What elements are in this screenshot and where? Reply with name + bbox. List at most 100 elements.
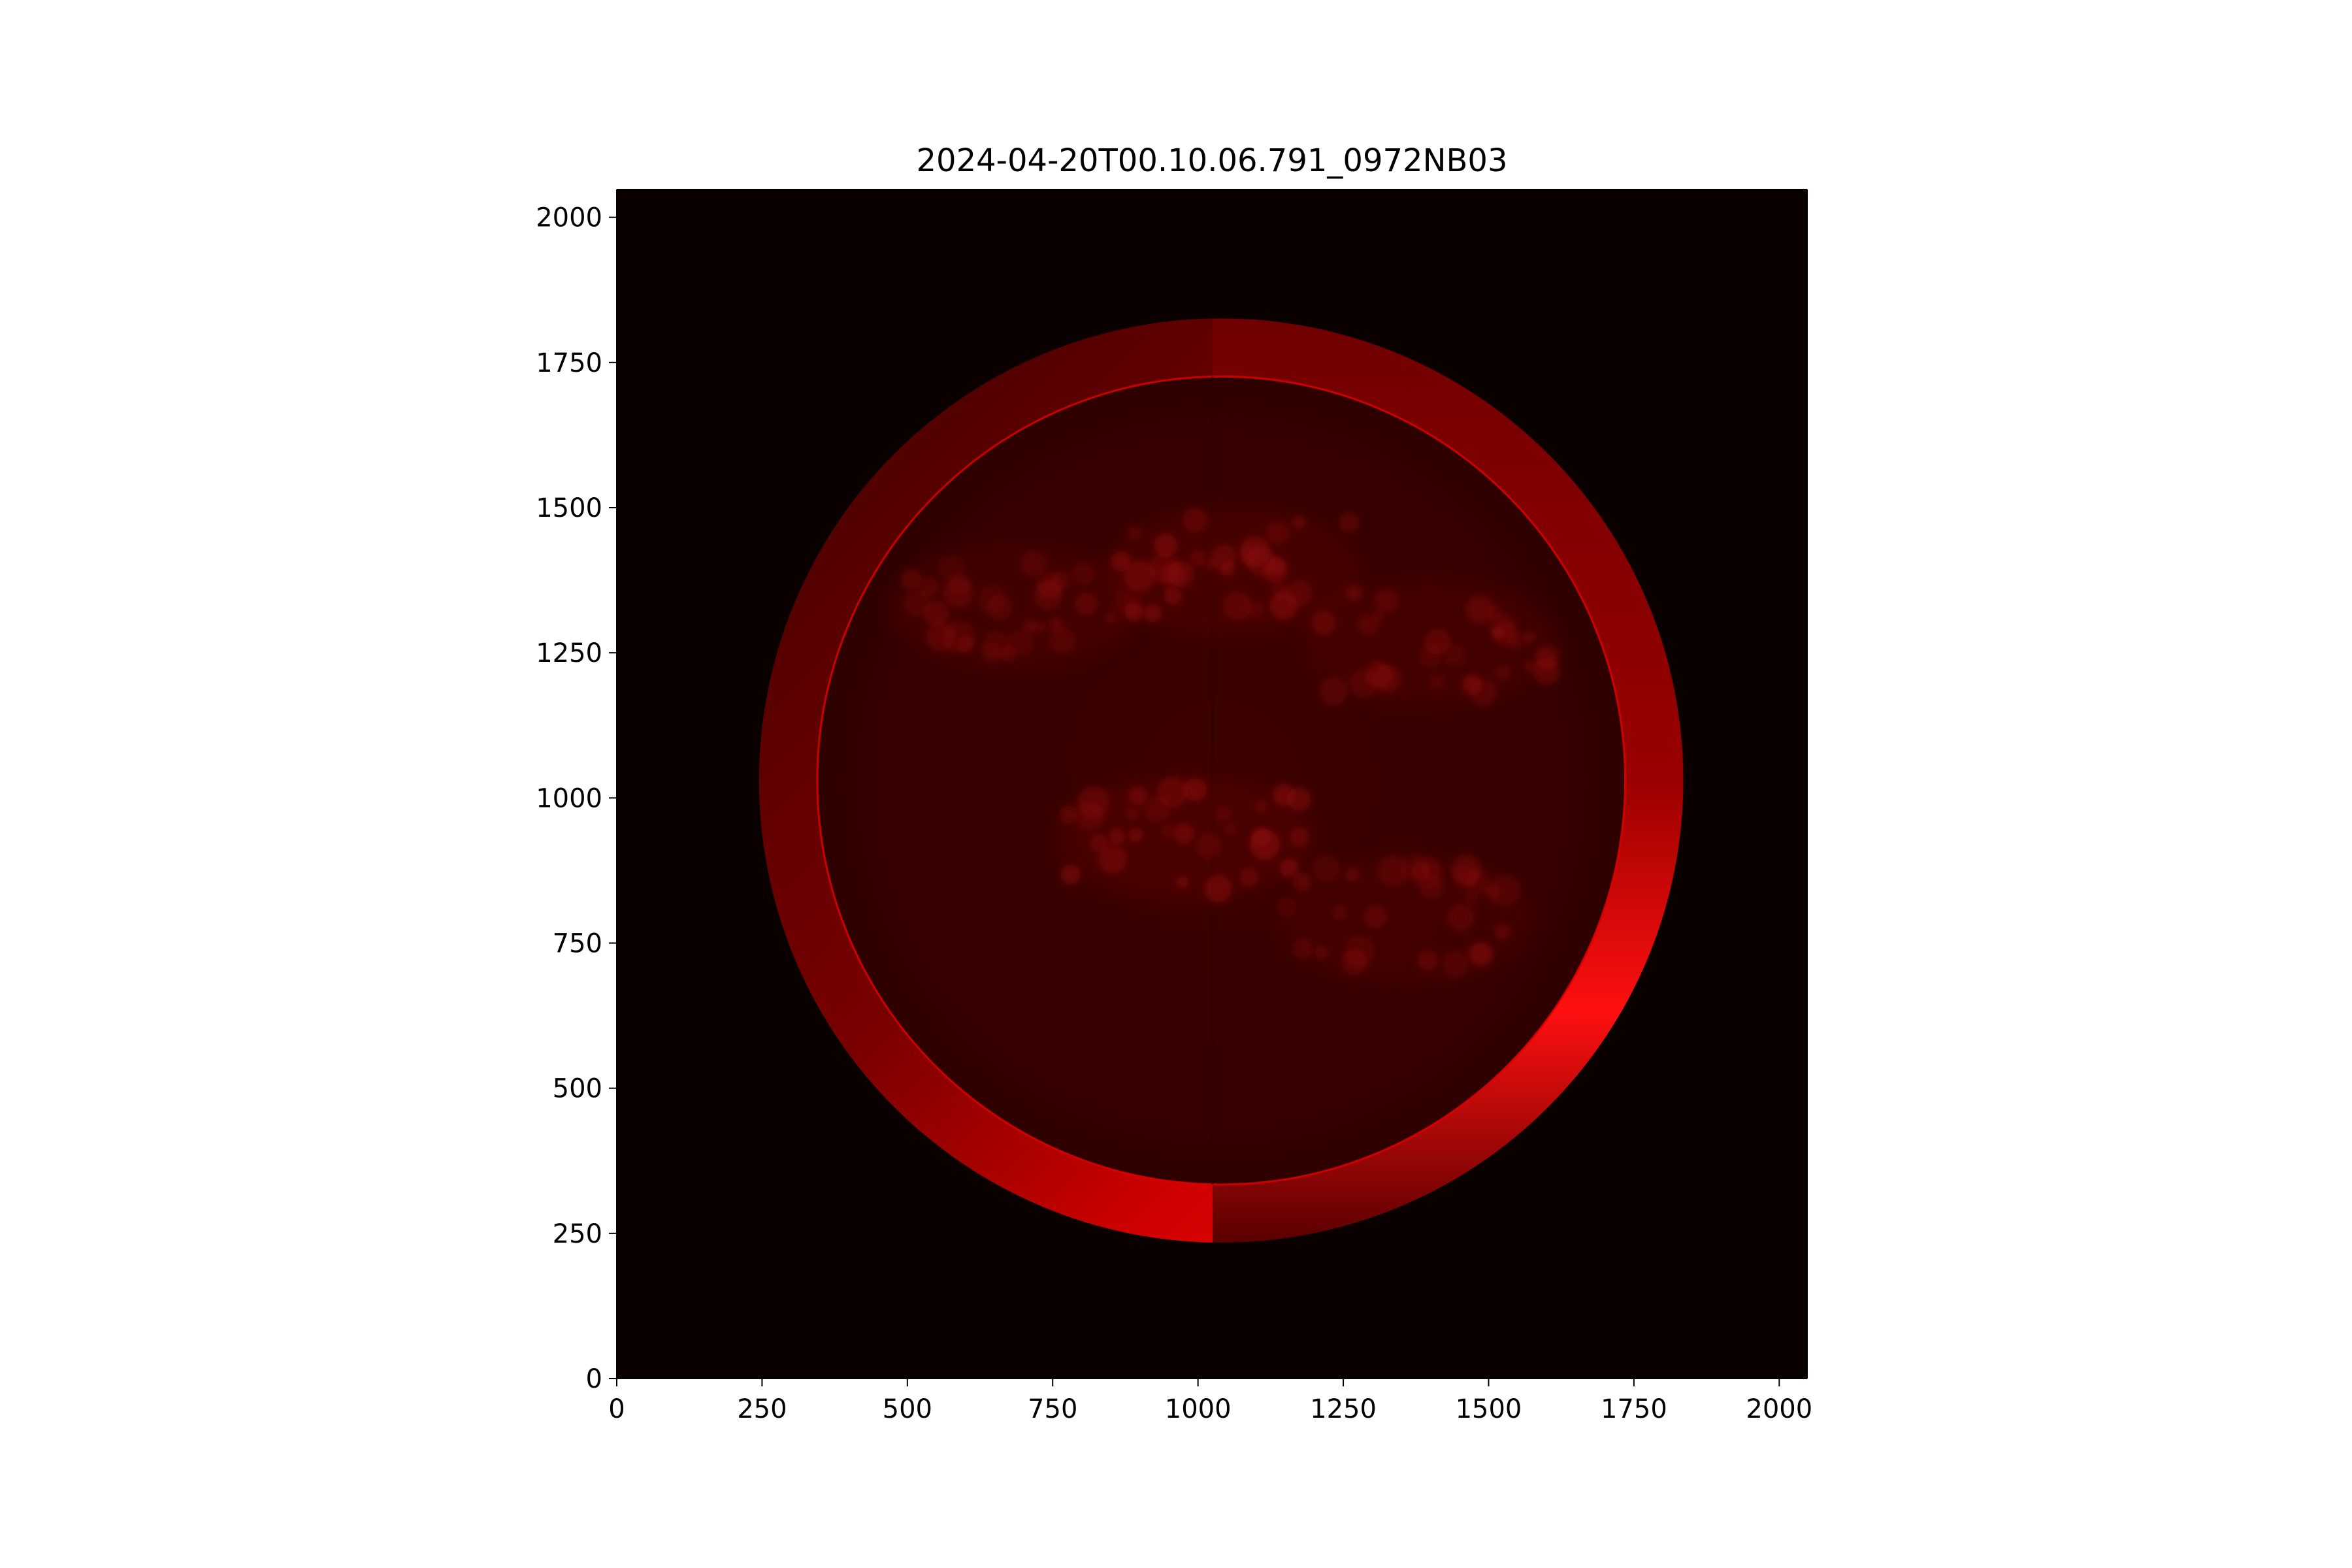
- plage-blob: [1098, 845, 1128, 874]
- plage-blob: [904, 589, 931, 617]
- plage-blob: [1507, 631, 1526, 650]
- plage-blob: [1469, 942, 1494, 968]
- plage-blob: [1059, 805, 1078, 824]
- plage-blob: [1090, 834, 1109, 853]
- plage-blob: [1443, 642, 1467, 666]
- plage-blob: [900, 568, 922, 591]
- x-tick-label: 1000: [1165, 1394, 1232, 1424]
- plage-blob: [1245, 546, 1277, 577]
- plage-blob: [1105, 612, 1117, 624]
- plage-blob: [1424, 628, 1451, 655]
- plage-blob: [1127, 525, 1142, 540]
- plage-blob: [957, 636, 974, 653]
- plage-blob: [1183, 508, 1207, 532]
- plage-blob: [1128, 786, 1147, 806]
- plage-blob: [1462, 676, 1482, 696]
- plage-regions: [884, 507, 1561, 984]
- plage-blob: [1417, 950, 1438, 971]
- plage-blob: [1271, 581, 1290, 600]
- y-tick-label: 500: [553, 1074, 602, 1104]
- x-tick-label: 1500: [1456, 1394, 1522, 1424]
- plage-blob: [1419, 874, 1445, 900]
- plage-blob: [1173, 823, 1195, 845]
- plage-blob: [1341, 949, 1367, 975]
- plage-blob: [1377, 855, 1409, 887]
- plage-blob: [1239, 868, 1259, 887]
- plage-blob: [1287, 787, 1311, 811]
- plage-blob: [1249, 829, 1281, 860]
- y-tick-label: 1000: [536, 783, 602, 813]
- plage-blob: [1203, 875, 1232, 904]
- x-tick-label: 0: [608, 1394, 625, 1424]
- active-region-southern-band-east: [1277, 853, 1535, 984]
- plage-blob: [1060, 864, 1081, 885]
- plage-blob: [1314, 945, 1329, 960]
- plage-blob: [1285, 580, 1313, 607]
- x-tick-label: 750: [1028, 1394, 1077, 1424]
- plage-blob: [1216, 806, 1231, 821]
- plage-blob: [1494, 923, 1511, 940]
- chart-title: 2024-04-20T00.10.06.791_0972NB03: [917, 142, 1508, 179]
- x-tick-label: 250: [737, 1394, 787, 1424]
- plage-blob: [1373, 664, 1401, 693]
- plage-blob: [1441, 951, 1470, 979]
- plage-blob: [1168, 561, 1195, 588]
- plage-blob: [1339, 512, 1360, 533]
- plage-blob: [1293, 872, 1312, 891]
- y-tick-label: 1250: [536, 638, 602, 668]
- plage-blob: [949, 573, 970, 594]
- plage-blob: [1428, 674, 1445, 690]
- plage-blob: [1124, 602, 1144, 622]
- plage-blob: [987, 595, 1013, 621]
- plage-blob: [1292, 938, 1314, 960]
- y-tick-label: 1500: [536, 493, 602, 523]
- plage-blob: [1411, 861, 1429, 880]
- plage-blob: [1488, 874, 1520, 906]
- plage-blob: [1154, 533, 1178, 557]
- plage-blob: [1021, 550, 1047, 577]
- x-tick-label: 2000: [1746, 1394, 1812, 1424]
- active-region-northern-band-west: [884, 542, 1141, 670]
- plage-blob: [1523, 631, 1536, 644]
- plage-blob: [1211, 544, 1237, 571]
- plage-blob: [1176, 875, 1189, 889]
- active-region-northern-band-east: [1302, 577, 1561, 707]
- plage-blob: [1001, 645, 1017, 662]
- plage-blob: [1196, 833, 1222, 858]
- plage-blob: [1374, 589, 1399, 613]
- y-tick-label: 750: [553, 928, 602, 958]
- plage-blob: [1319, 677, 1348, 706]
- plage-blob: [1189, 550, 1206, 567]
- plage-blob: [1279, 858, 1299, 878]
- plage-blob: [1111, 551, 1132, 572]
- plage-blob: [1074, 593, 1098, 616]
- plage-blob: [1348, 670, 1378, 698]
- y-tick-label: 2000: [536, 203, 602, 233]
- plage-blob: [1124, 560, 1156, 593]
- plage-blob: [981, 642, 1003, 663]
- plage-blob: [1109, 828, 1126, 845]
- y-tick-label: 0: [586, 1364, 602, 1394]
- y-tick-label: 250: [553, 1219, 602, 1249]
- plage-blob: [1312, 855, 1340, 882]
- plage-blob: [919, 577, 939, 597]
- plage-blob: [1022, 619, 1037, 634]
- plage-blob: [1075, 801, 1105, 831]
- plage-blob: [1164, 587, 1182, 605]
- plage-blob: [1034, 581, 1063, 610]
- plage-blob: [1160, 824, 1175, 838]
- x-axis: 0 250 500 750 1000 1250 1500 1750 2000: [608, 189, 1812, 1424]
- plage-blob: [1143, 604, 1162, 623]
- plage-blob: [1266, 521, 1290, 545]
- active-region-northern-band-center: [1105, 507, 1361, 636]
- plage-blob: [1143, 796, 1171, 823]
- plage-blob: [1331, 904, 1348, 921]
- plage-blob: [1446, 904, 1475, 931]
- plage-blob: [1034, 621, 1046, 634]
- plage-blob: [1277, 897, 1297, 917]
- y-tick-label: 1750: [536, 348, 602, 378]
- plage-blob: [1345, 867, 1360, 882]
- x-tick-label: 1250: [1310, 1394, 1377, 1424]
- plage-blob: [1128, 828, 1143, 843]
